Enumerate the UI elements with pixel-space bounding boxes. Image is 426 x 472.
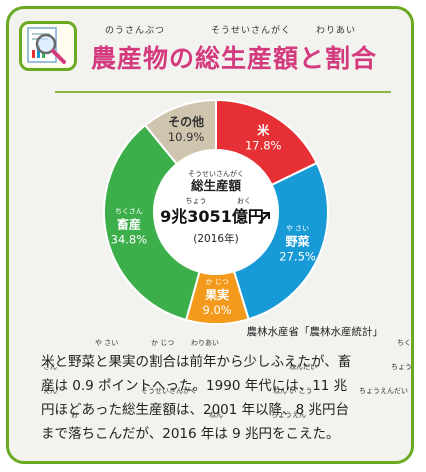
body-line-4: お ねん ちょうえん まで落ちこんだが、2016 年は 9 兆円をこえた。 (41, 411, 413, 442)
body-ruby: わりあい (191, 339, 219, 347)
center-value-ruby: おく (237, 197, 251, 205)
body-ruby: ちく (397, 339, 411, 347)
body-ruby: お (71, 411, 78, 419)
body-line-3: えん そうせいさんがく ねん い こう ちょうえんだい 円ほどあった総生産額は、… (41, 387, 413, 418)
slice-label: 野菜 (286, 234, 310, 249)
body-ruby: や さい (95, 339, 119, 347)
center-value-ruby: ちょう (186, 197, 207, 205)
arrow-up-right-icon (259, 212, 270, 223)
slice-percent: 34.8% (111, 232, 148, 246)
body-line-1: や さい か じつ わりあい ちく 米と野菜と果実の割合は前年から少しふえたが、… (41, 339, 413, 370)
body-ruby: ねん (209, 411, 223, 419)
body-ruby: えん (43, 387, 57, 395)
slice-ruby: ちくさん (115, 207, 143, 215)
center-label: 総生産額 (191, 178, 242, 193)
body-line-2: さん ねんだい ちょう 産は 0.9 ポイントへった。1990 年代には、11 … (41, 363, 413, 394)
title-ruby-1: のうさんぶつ (105, 26, 166, 36)
pie-slice-2 (232, 161, 329, 321)
body-line-text: 米と野菜と果実の割合は前年から少しふえたが、畜 (41, 354, 352, 370)
body-ruby: ちょうえんだい (359, 387, 408, 395)
body-ruby: ちょう (391, 363, 412, 371)
pie-slice-5 (143, 98, 217, 166)
slice-ruby: や さい (286, 225, 309, 233)
infographic-card: のうさんぶつ そうせいさんがく わりあい 農産物の総生産額と割合 米 17.8% や… (6, 6, 414, 464)
report-magnifier-icon (19, 21, 77, 71)
slice-label: その他 (168, 114, 204, 129)
donut-hole (155, 151, 277, 273)
body-ruby: ちょうえん (271, 411, 306, 419)
slice-label: 畜産 (117, 216, 141, 231)
slice-ruby: か じつ (206, 278, 229, 286)
title-divider (55, 91, 391, 93)
slice-percent: 10.9% (168, 130, 205, 144)
center-value: 9兆3051億円 (160, 207, 264, 226)
body-line-text: 円ほどあった総生産額は、2001 年以降、8 兆円台 (41, 402, 350, 418)
center-label-ruby: そうせいさんがく (188, 169, 244, 178)
slice-percent: 27.5% (279, 250, 316, 264)
title-ruby-2: そうせいさんがく (211, 26, 292, 36)
page-title: 農産物の総生産額と割合 (91, 44, 378, 73)
center-year: (2016年) (193, 232, 238, 245)
body-ruby: さん (43, 363, 57, 371)
body-ruby: ねん い こう (273, 387, 313, 395)
body-ruby: か じつ (151, 339, 175, 347)
body-line-text: まで落ちこんだが、2016 年は 9 兆円をこえた。 (41, 426, 340, 442)
body-line-text: 産は 0.9 ポイントへった。1990 年代には、11 兆 (41, 378, 348, 394)
slice-label: 米 (257, 123, 270, 138)
title-ruby-3: わりあい (316, 26, 357, 36)
chart-source: 農林水産省「農林水産統計」 (246, 326, 384, 338)
slice-label: 果実 (204, 287, 229, 302)
body-ruby: ねんだい (289, 363, 317, 371)
report-magnifier-graphic (27, 27, 66, 64)
body-ruby: そうせいさんがく (141, 387, 197, 395)
pie-slice-4 (103, 123, 201, 322)
slice-percent: 9.0% (203, 303, 232, 317)
body-paragraph: や さい か じつ わりあい ちく 米と野菜と果実の割合は前年から少しふえたが、… (41, 339, 413, 442)
slice-percent: 17.8% (245, 139, 282, 153)
